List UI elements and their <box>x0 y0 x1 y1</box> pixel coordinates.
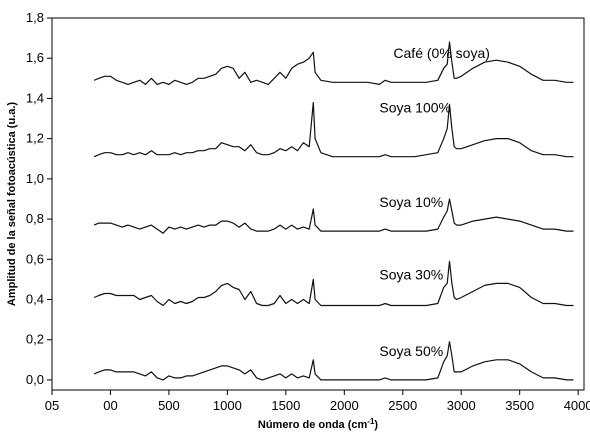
y-tick-label: 0,4 <box>26 292 44 307</box>
y-tick-label: 0,6 <box>26 251 44 266</box>
plot-frame <box>51 17 585 391</box>
x-tick-label: 500 <box>158 398 180 413</box>
y-axis: 0,0 0,2 0,4 0,6 0,8 1,0 1,2 1,4 1,6 1,8 <box>26 10 52 387</box>
y-tick-label: 1,2 <box>26 131 44 146</box>
series-label-3: Soya 30% <box>379 266 443 282</box>
x-tick-label: 1500 <box>271 398 300 413</box>
series-line-2 <box>93 198 574 234</box>
x-tick-label: 1000 <box>213 398 242 413</box>
y-tick-label: 1,6 <box>26 50 44 65</box>
y-tick-label: 0,0 <box>26 372 44 387</box>
x-tick-label: 05 <box>45 398 59 413</box>
x-tick-label: 2500 <box>388 398 417 413</box>
y-tick-label: 0,8 <box>26 211 44 226</box>
y-tick-label: 1,4 <box>26 90 44 105</box>
series-labels: Café (0% soya) Soya 100% Soya 10% Soya 30% S… <box>379 45 490 359</box>
x-tick-label: 00 <box>103 398 117 413</box>
y-axis-title: Amplitud de la señal fotoacústica (u.a.) <box>6 102 18 306</box>
series-line-1 <box>93 101 574 158</box>
x-tick-label: 2000 <box>330 398 359 413</box>
series-line-3 <box>93 260 574 307</box>
series-line-0 <box>93 41 574 85</box>
series-line-4 <box>93 341 574 381</box>
x-tick-label: 3000 <box>447 398 476 413</box>
x-axis: 05 00 500 1000 1500 2000 2500 3000 3500 4000 <box>45 390 590 413</box>
series-label-0: Café (0% soya) <box>393 45 489 61</box>
x-axis-title: Número de onda (cm-1) <box>258 417 379 431</box>
y-tick-label: 1,8 <box>26 10 44 25</box>
series-label-2: Soya 10% <box>379 194 443 210</box>
x-tick-label: 4000 <box>564 398 590 413</box>
y-tick-label: 0,2 <box>26 332 44 347</box>
x-tick-label: 3500 <box>505 398 534 413</box>
y-tick-label: 1,0 <box>26 171 44 186</box>
series-label-4: Soya 50% <box>379 343 443 359</box>
series-label-1: Soya 100% <box>379 100 451 116</box>
series-group <box>93 41 574 381</box>
